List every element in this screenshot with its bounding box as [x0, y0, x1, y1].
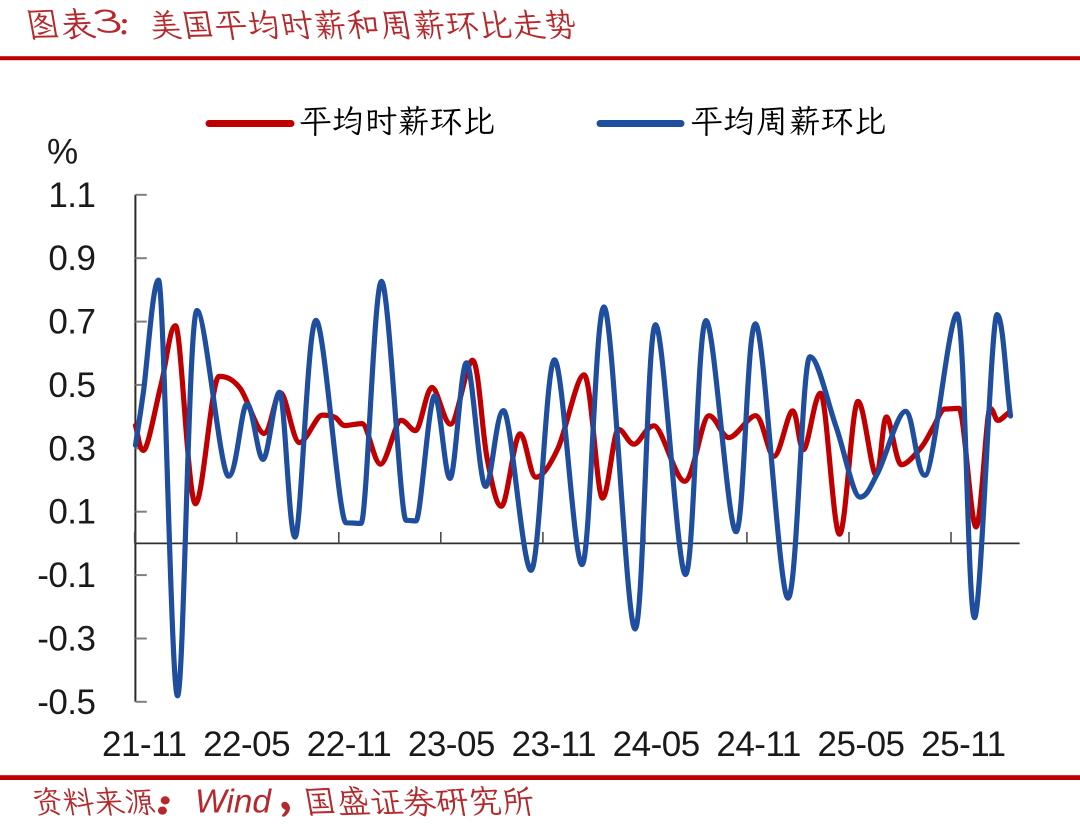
- svg-text:-0.5: -0.5: [37, 683, 95, 722]
- svg-text:23-11: 23-11: [512, 725, 596, 764]
- svg-text:0.3: 0.3: [48, 429, 95, 468]
- svg-text:0.7: 0.7: [48, 303, 95, 342]
- svg-text:25-11: 25-11: [921, 725, 1005, 764]
- svg-text:0.5: 0.5: [48, 366, 95, 405]
- svg-text:24-11: 24-11: [716, 725, 800, 764]
- svg-text:-0.3: -0.3: [37, 620, 95, 659]
- svg-text:-0.1: -0.1: [37, 556, 95, 595]
- svg-text:0.1: 0.1: [48, 493, 95, 532]
- svg-text:21-11: 21-11: [102, 725, 186, 764]
- svg-text:22-11: 22-11: [307, 725, 391, 764]
- svg-text:24-05: 24-05: [613, 725, 700, 764]
- svg-text:%: %: [47, 133, 78, 172]
- svg-text:1.1: 1.1: [48, 176, 95, 215]
- svg-text:0.9: 0.9: [48, 239, 95, 278]
- svg-text:23-05: 23-05: [408, 725, 495, 764]
- svg-text:Wind: Wind: [195, 784, 272, 821]
- svg-text:22-05: 22-05: [203, 725, 290, 764]
- svg-text:25-05: 25-05: [817, 725, 904, 764]
